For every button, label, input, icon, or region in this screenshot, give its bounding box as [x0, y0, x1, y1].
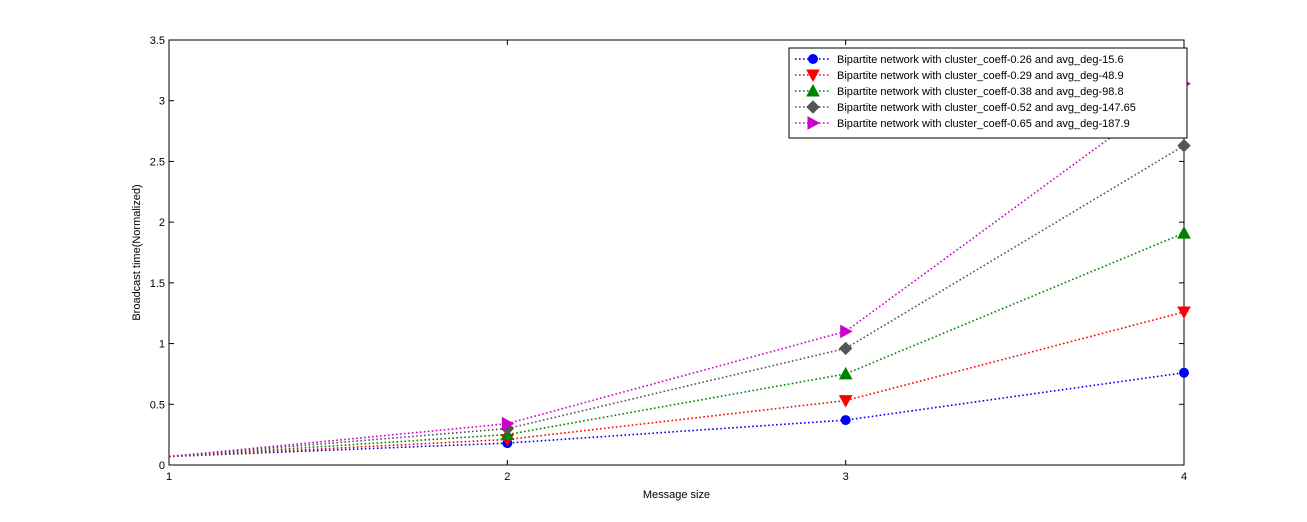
legend-marker	[808, 54, 818, 64]
x-axis-title: Message size	[643, 489, 710, 501]
x-tick-label: 2	[504, 471, 510, 483]
data-point	[1177, 138, 1191, 153]
y-tick-label: 1	[159, 339, 165, 351]
y-tick-label: 2	[159, 217, 165, 229]
data-point	[1177, 226, 1191, 239]
legend-label: Bipartite network with cluster_coeff-0.6…	[837, 118, 1130, 130]
x-tick-label: 3	[843, 471, 849, 483]
legend-box	[788, 47, 1188, 139]
y-tick-label: 2.5	[150, 156, 165, 168]
series-line	[168, 371, 1185, 458]
legend-entry: Bipartite network with cluster_coeff-0.3…	[795, 83, 1124, 98]
legend-marker	[807, 116, 821, 130]
legend-entry: Bipartite network with cluster_coeff-0.6…	[795, 116, 1130, 130]
y-axis-title: Broadcast time(Normalized)	[131, 184, 143, 320]
data-point	[840, 415, 851, 426]
legend-marker	[806, 83, 820, 97]
legend-marker	[806, 100, 820, 114]
series-line	[168, 311, 1185, 458]
legend-label: Bipartite network with cluster_coeff-0.5…	[837, 102, 1136, 114]
y-tick-label: 0	[159, 460, 165, 472]
legend-entry: Bipartite network with cluster_coeff-0.5…	[795, 100, 1136, 114]
x-tick-label: 4	[1181, 471, 1187, 483]
series-line	[168, 232, 1185, 458]
data-point	[838, 395, 853, 408]
legend-entry: Bipartite network with cluster_coeff-0.2…	[795, 69, 1124, 83]
data-point	[838, 341, 853, 356]
y-tick-label: 3.5	[150, 35, 165, 47]
y-tick-label: 1.5	[150, 278, 165, 290]
legend: Bipartite network with cluster_coeff-0.2…	[788, 47, 1188, 139]
axes: 1 2 3 4 0 0.5 1 1.5 2 2.5 3 3.5	[150, 35, 1187, 483]
data-point	[840, 324, 853, 339]
legend-marker	[806, 69, 820, 83]
data-point	[838, 366, 853, 380]
x-tick-label: 1	[166, 471, 172, 483]
series-line	[168, 144, 1185, 458]
legend-label: Bipartite network with cluster_coeff-0.2…	[837, 70, 1124, 82]
data-point	[501, 416, 515, 431]
data-point	[1179, 367, 1189, 378]
y-tick-label: 3	[159, 96, 165, 108]
legend-entry: Bipartite network with cluster_coeff-0.2…	[795, 54, 1124, 66]
series-line	[168, 83, 1185, 458]
data-point	[1177, 306, 1191, 320]
legend-label: Bipartite network with cluster_coeff-0.2…	[837, 54, 1124, 66]
legend-label: Bipartite network with cluster_coeff-0.3…	[837, 86, 1124, 98]
y-tick-label: 0.5	[150, 399, 165, 411]
